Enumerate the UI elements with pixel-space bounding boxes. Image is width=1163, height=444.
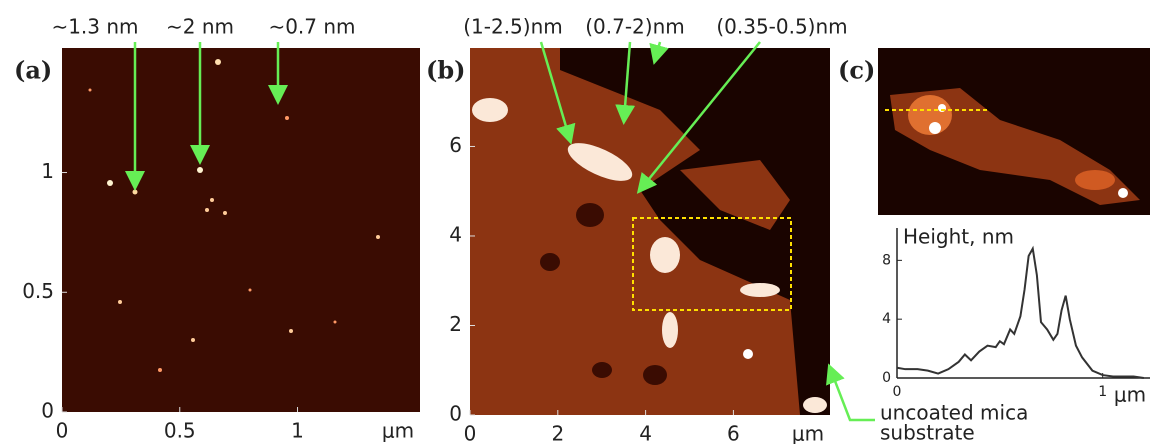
annotation: ∼0.7 nm xyxy=(268,15,355,39)
y-tick-label: 1 xyxy=(41,159,54,183)
y-axis-label: Height, nm xyxy=(903,225,1014,249)
annotation: (1-2.5)nm xyxy=(463,15,563,39)
y-tick-label: 6 xyxy=(449,133,462,157)
annotation: ∼1.3 nm xyxy=(51,15,138,39)
annotation: ∼2 nm xyxy=(166,15,234,39)
note: substrate xyxy=(880,421,975,444)
profile-line xyxy=(897,249,1144,378)
afm-image-a xyxy=(62,48,420,412)
unit-label: μm xyxy=(792,422,824,444)
panel-label: (a) xyxy=(14,56,52,85)
unit-label: μm xyxy=(382,419,414,443)
x-tick-label: 0 xyxy=(464,422,477,444)
x-tick-label: 0 xyxy=(893,384,902,400)
y-tick-label: 0.5 xyxy=(22,279,54,303)
x-tick-label: 0.5 xyxy=(164,419,196,443)
x-unit-label: μm xyxy=(1114,383,1146,407)
y-tick-label: 0 xyxy=(882,370,891,386)
annotation: (0.35-0.5)nm xyxy=(716,15,847,39)
y-tick-label: 2 xyxy=(449,312,462,336)
annotation: (0.7-2)nm xyxy=(585,15,685,39)
x-tick-label: 0 xyxy=(56,419,69,443)
x-tick-label: 4 xyxy=(639,422,652,444)
y-tick-label: 4 xyxy=(449,222,462,246)
x-tick-label: 1 xyxy=(1098,384,1107,400)
y-tick-label: 8 xyxy=(882,252,891,268)
panel-label: (b) xyxy=(426,56,466,85)
figure: (a) (b) (c) ∼1.3 nm ∼2 nm ∼0.7 nm (1-2.5… xyxy=(0,0,1163,444)
y-tick-label: 0 xyxy=(41,399,54,423)
afm-image-c xyxy=(878,48,1150,215)
x-tick-label: 2 xyxy=(551,422,564,444)
x-tick-label: 1 xyxy=(291,419,304,443)
x-tick-label: 6 xyxy=(727,422,740,444)
afm-image-b xyxy=(470,48,830,415)
y-tick-label: 4 xyxy=(882,311,891,327)
panel-label: (c) xyxy=(838,56,875,85)
y-tick-label: 0 xyxy=(449,402,462,426)
